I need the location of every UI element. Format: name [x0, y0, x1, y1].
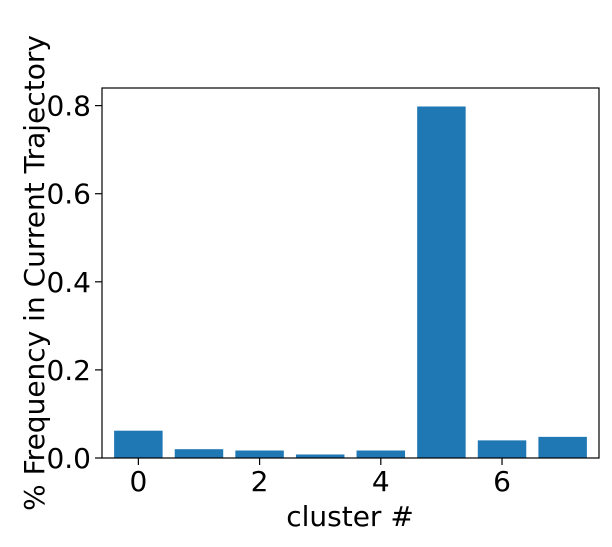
plot-area-frame — [101, 87, 600, 459]
x-tick-label: 0 — [129, 465, 147, 498]
bar-cluster-7 — [538, 436, 587, 458]
bar-cluster-3 — [295, 454, 345, 458]
bar-cluster-6 — [477, 440, 527, 458]
y-tick-label: 0.2 — [46, 354, 91, 387]
y-axis: 0.0 0.2 0.4 0.6 0.8 — [46, 90, 102, 475]
y-axis-label: % Frequency in Current Trajectory — [18, 35, 51, 511]
bar-cluster-2 — [235, 450, 284, 458]
bar-cluster-1 — [174, 449, 224, 458]
x-axis-label: cluster # — [286, 500, 414, 533]
y-tick-label: 0.4 — [46, 266, 91, 299]
x-tick-label: 6 — [493, 465, 511, 498]
bar-cluster-4 — [356, 450, 406, 458]
x-tick-label: 4 — [372, 465, 390, 498]
y-tick-label: 0.6 — [46, 178, 91, 211]
x-axis: 0 2 4 6 — [129, 458, 511, 498]
y-tick-label: 0.8 — [46, 90, 91, 123]
bars-group — [114, 106, 587, 458]
x-tick-label: 2 — [251, 465, 269, 498]
bar-cluster-5 — [417, 106, 466, 458]
y-tick-label: 0.0 — [46, 442, 91, 475]
bar-cluster-0 — [114, 430, 163, 458]
